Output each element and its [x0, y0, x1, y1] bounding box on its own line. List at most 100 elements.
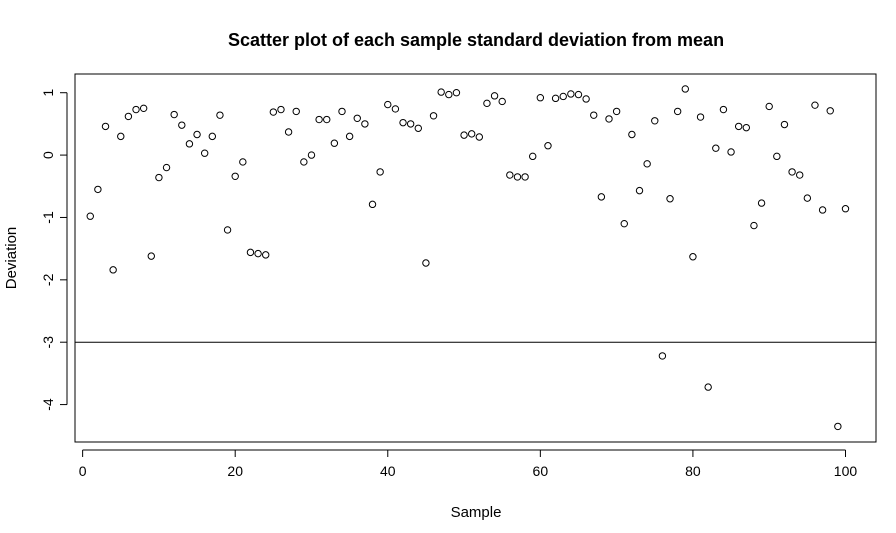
x-tick-label: 0: [79, 463, 87, 479]
data-point: [788, 168, 796, 176]
data-point: [574, 90, 583, 99]
data-point: [307, 151, 316, 159]
data-point: [689, 253, 697, 261]
chart-title: Scatter plot of each sample standard dev…: [228, 30, 724, 50]
data-point: [673, 107, 682, 116]
x-axis-label: Sample: [451, 504, 502, 521]
data-point: [475, 133, 484, 141]
data-point: [117, 132, 125, 141]
data-point: [498, 97, 506, 106]
data-point: [750, 221, 758, 230]
data-point: [338, 107, 346, 116]
data-point: [422, 259, 430, 267]
data-point: [239, 158, 247, 166]
y-tick-label: -2: [40, 273, 56, 286]
data-point: [559, 92, 567, 101]
data-point: [780, 120, 789, 129]
data-point: [155, 173, 163, 182]
data-point: [811, 101, 819, 109]
data-point: [544, 142, 552, 150]
data-point: [551, 94, 560, 103]
y-tick-label: 0: [40, 151, 56, 159]
data-point: [734, 122, 743, 131]
y-tick-label: -1: [40, 211, 56, 224]
data-point: [567, 90, 575, 98]
data-point: [620, 219, 628, 228]
data-point: [635, 186, 644, 195]
data-point: [368, 200, 377, 209]
data-point: [376, 168, 384, 176]
data-point: [803, 194, 812, 202]
data-point: [643, 160, 651, 168]
data-point: [208, 132, 217, 141]
data-point: [658, 352, 667, 360]
data-point: [345, 132, 354, 141]
data-point: [467, 130, 476, 138]
data-point: [612, 107, 621, 116]
data-point: [445, 90, 453, 99]
data-point: [719, 105, 728, 114]
data-point: [536, 94, 545, 102]
plot-frame: [74, 73, 877, 443]
x-tick-label: 60: [533, 463, 549, 479]
data-point: [384, 100, 392, 109]
data-point: [597, 193, 606, 201]
data-point: [101, 122, 110, 131]
data-point: [193, 130, 201, 139]
y-axis: 1 0 -1 -2 -3 -4: [40, 89, 68, 411]
x-tick-label: 80: [685, 463, 701, 479]
data-point: [712, 144, 720, 152]
data-point: [521, 173, 529, 181]
data-point: [86, 212, 94, 220]
data-point: [765, 102, 773, 111]
data-point: [529, 152, 537, 161]
data-point: [300, 158, 308, 166]
data-point: [269, 108, 278, 116]
data-points: [86, 85, 850, 431]
data-point: [651, 117, 659, 125]
data-point: [704, 383, 712, 391]
data-point: [185, 140, 194, 148]
data-point: [666, 195, 674, 203]
data-point: [147, 252, 155, 260]
data-point: [178, 121, 186, 129]
data-point: [277, 105, 285, 114]
data-point: [361, 120, 369, 128]
data-point: [162, 163, 171, 172]
data-point: [254, 249, 262, 258]
data-point: [353, 114, 361, 122]
data-point: [330, 139, 339, 147]
data-point: [109, 266, 117, 274]
x-tick-label: 40: [380, 463, 396, 479]
data-point: [681, 85, 689, 93]
data-point: [773, 152, 781, 161]
y-tick-label: -3: [40, 336, 56, 349]
data-point: [124, 112, 133, 121]
data-point: [315, 115, 323, 124]
data-point: [460, 131, 468, 139]
data-point: [483, 99, 491, 108]
x-axis: 0 20 40 60 80 100: [79, 449, 858, 479]
data-point: [200, 149, 209, 157]
data-point: [262, 251, 270, 259]
y-axis-label: Deviation: [3, 227, 20, 290]
data-point: [490, 92, 499, 100]
x-tick-label: 20: [227, 463, 243, 479]
data-point: [742, 123, 751, 132]
data-point: [826, 107, 834, 115]
x-tick-label: 100: [834, 463, 858, 479]
data-point: [292, 107, 300, 116]
data-point: [605, 115, 613, 123]
data-point: [132, 105, 140, 114]
data-point: [757, 199, 766, 207]
data-point: [231, 172, 239, 180]
data-point: [437, 88, 445, 96]
data-point: [696, 113, 705, 121]
data-point: [429, 112, 438, 120]
data-point: [216, 111, 224, 119]
data-point: [391, 105, 400, 113]
y-tick-label: 1: [40, 89, 56, 97]
data-point: [582, 95, 590, 103]
data-point: [796, 171, 804, 179]
